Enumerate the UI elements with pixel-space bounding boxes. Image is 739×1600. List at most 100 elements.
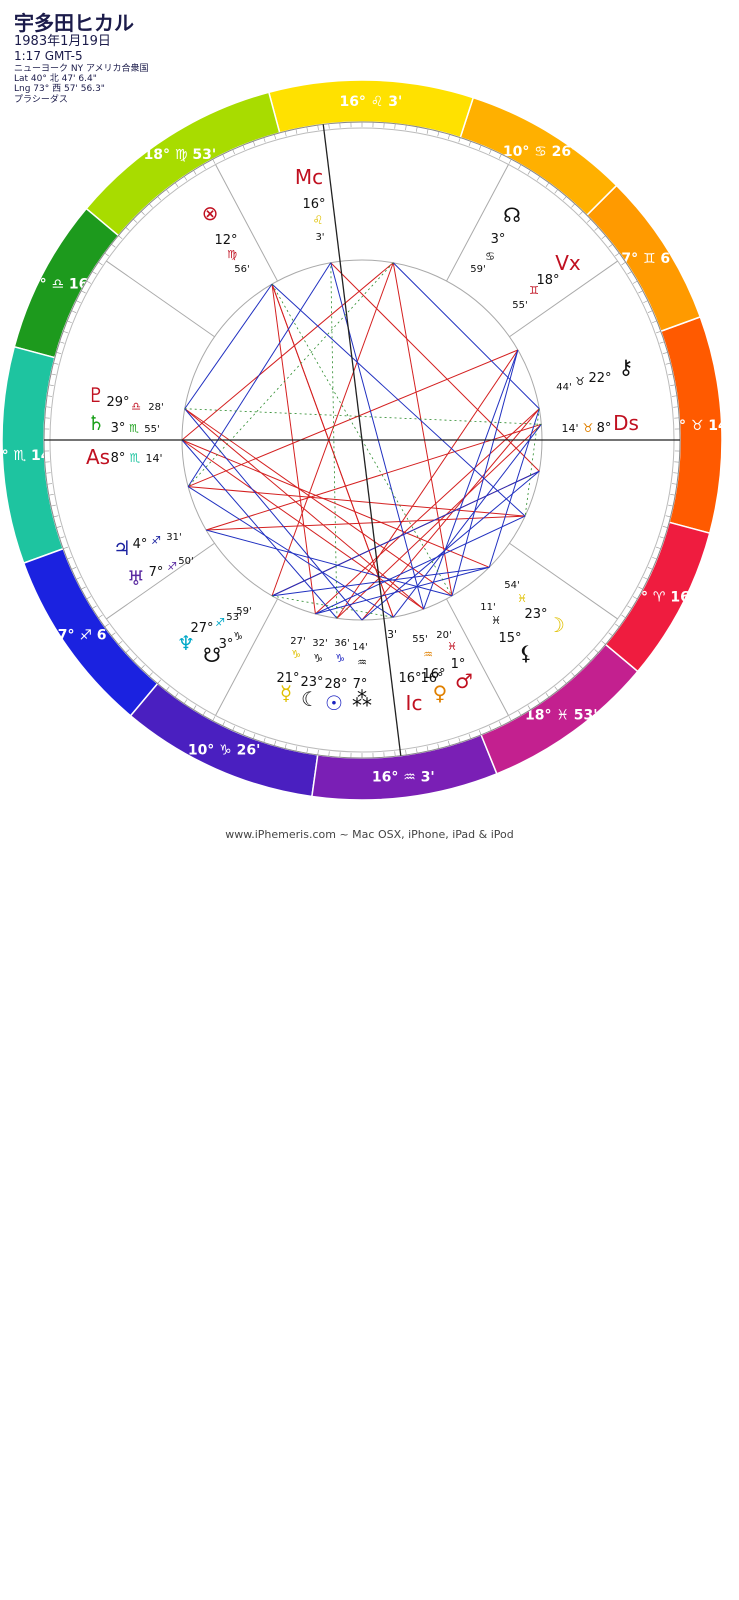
saturn-sign: ♏: [129, 422, 139, 435]
jupiter-degree: 4°: [133, 537, 148, 552]
degree-tick: [405, 125, 407, 131]
degree-tick: [98, 261, 103, 266]
mercury-glyph: ☿: [280, 681, 292, 705]
aspect-line-red: [330, 262, 540, 472]
degree-tick: [56, 352, 62, 355]
venus-glyph: ♀: [433, 681, 448, 705]
degree-tick: [527, 170, 531, 175]
degree-tick: [53, 362, 59, 365]
house-system: プラシーダス: [14, 94, 68, 105]
house-cusp-line: [446, 164, 509, 282]
degree-tick: [328, 751, 330, 757]
degree-tick: [518, 710, 522, 716]
mc-degree: 16°: [302, 197, 325, 212]
degree-tick: [86, 280, 92, 284]
degree-tick: [63, 546, 68, 550]
degree-tick: [647, 567, 653, 570]
aspect-line-blue: [392, 424, 542, 618]
degree-tick: [263, 737, 266, 743]
pluto-sign: ♎: [131, 400, 141, 413]
degree-tick: [670, 384, 676, 386]
degree-tick: [601, 640, 606, 645]
neptune-minute: 53': [226, 612, 241, 623]
degree-tick: [53, 515, 59, 518]
moon2-sign: ♑: [313, 652, 323, 665]
degree-tick: [437, 131, 440, 137]
degree-tick: [232, 725, 235, 731]
birth-time: 1:17 GMT-5: [14, 48, 83, 63]
mercury-degree: 21°: [276, 671, 299, 686]
degree-tick: [202, 164, 206, 170]
pof-sign: ♍: [227, 248, 237, 261]
vertex-degree: 18°: [536, 273, 559, 288]
snode-glyph: ☋: [203, 643, 221, 667]
degree-tick: [518, 164, 522, 170]
degree-tick: [478, 730, 482, 735]
aspect-line-red: [205, 423, 542, 531]
zodiac-segment-label: 8° ♏ 14': [0, 448, 55, 464]
degree-tick: [545, 693, 550, 698]
degree-tick: [92, 605, 97, 609]
neptune-degree: 27°: [190, 621, 213, 636]
degree-tick: [615, 623, 620, 628]
degree-tick: [71, 310, 77, 313]
aspect-line-minor: [271, 595, 394, 618]
degree-tick: [118, 640, 123, 645]
house-cusp-line: [215, 164, 278, 282]
degree-tick: [579, 664, 584, 669]
zodiac-segment-label: 10° ♋ 26': [503, 144, 576, 160]
mars-sign: ♓: [447, 640, 457, 653]
degree-tick: [586, 657, 591, 662]
chiron-degree: 22°: [588, 371, 611, 386]
degree-tick: [586, 218, 591, 223]
degree-tick: [222, 154, 226, 159]
degree-tick: [148, 672, 153, 677]
saturn-minute: 55': [144, 424, 159, 435]
degree-tick: [86, 596, 92, 600]
degree-tick: [317, 125, 319, 131]
mc-label: Mc: [295, 165, 323, 189]
degree-tick: [671, 483, 677, 485]
house-cusp-line: [509, 260, 618, 338]
degree-tick: [202, 710, 206, 716]
longitude: Lng 73° 西 57' 56.3": [14, 84, 105, 95]
degree-tick: [554, 686, 559, 691]
degree-tick: [263, 137, 266, 143]
ds-sign: ♉: [583, 421, 594, 435]
degree-tick: [478, 145, 482, 150]
zodiac-segment-label: 7° ♊ 6': [621, 251, 674, 267]
degree-tick: [627, 271, 632, 275]
aspect-line-blue: [451, 349, 519, 597]
degree-tick: [656, 330, 661, 334]
uranus-minute: 50': [178, 556, 193, 567]
degree-tick: [632, 596, 638, 600]
house-cusp-line: [509, 542, 618, 620]
degree-tick: [63, 330, 68, 334]
mercury-minute: 27': [290, 636, 305, 647]
degree-tick: [47, 395, 53, 397]
zodiac-segment-label: 7° ♎ 16': [30, 276, 93, 292]
degree-tick: [498, 721, 502, 726]
aspect-line-blue: [315, 515, 526, 615]
degree-tick: [328, 123, 330, 129]
degree-tick: [601, 235, 606, 240]
aspect-line-blue: [271, 566, 490, 597]
chiron-glyph: ⚷: [619, 355, 634, 379]
degree-tick: [671, 395, 677, 397]
degree-tick: [536, 699, 541, 704]
degree-tick: [458, 737, 461, 743]
aspect-line-blue: [423, 349, 519, 610]
aspect-line-blue: [187, 486, 394, 618]
moon2-degree: 23°: [300, 675, 323, 690]
degree-tick: [571, 203, 576, 208]
ds-degree: 8°: [597, 421, 612, 436]
aspect-line-blue: [184, 283, 273, 410]
degree-tick: [274, 740, 277, 746]
degree-tick: [394, 123, 396, 129]
aspect-line-blue: [205, 529, 453, 597]
degree-tick: [193, 170, 197, 175]
degree-tick: [437, 743, 440, 749]
uranus-degree: 7°: [149, 565, 164, 580]
degree-tick: [165, 686, 170, 691]
degree-tick: [174, 693, 179, 698]
